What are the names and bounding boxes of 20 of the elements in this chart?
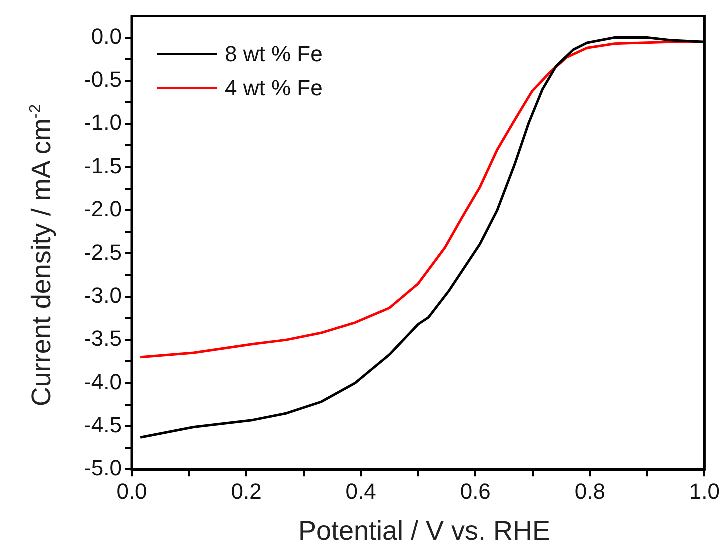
x-tick-label: 0.4 xyxy=(346,478,376,504)
y-tick-label: -1.5 xyxy=(84,153,122,178)
y-tick-label: -3.0 xyxy=(84,282,122,308)
y-tick-label: -4.0 xyxy=(84,369,122,394)
y-tick-label: -5.0 xyxy=(84,456,122,481)
x-tick-label: 0.2 xyxy=(231,478,262,504)
x-tick-label: 1.0 xyxy=(689,478,720,504)
y-tick-label: -0.5 xyxy=(84,67,122,92)
x-tick-label: 0.8 xyxy=(574,478,606,504)
x-tick-label: 0.6 xyxy=(460,478,491,504)
y-tick-label: -2.5 xyxy=(84,240,122,265)
y-tick-label: -3.5 xyxy=(84,326,122,352)
x-tick-label: 0.0 xyxy=(116,478,148,504)
x-axis-title: Potential / V vs. RHE xyxy=(297,516,552,547)
y-tick-label: 0.0 xyxy=(91,24,122,49)
y-tick-label: -2.0 xyxy=(84,196,122,222)
legend-label: 4 wt % Fe xyxy=(225,75,323,100)
y-tick-label: -1.0 xyxy=(84,110,122,136)
y-tick-label: -4.5 xyxy=(84,412,122,438)
legend-label: 8 wt % Fe xyxy=(225,41,323,66)
